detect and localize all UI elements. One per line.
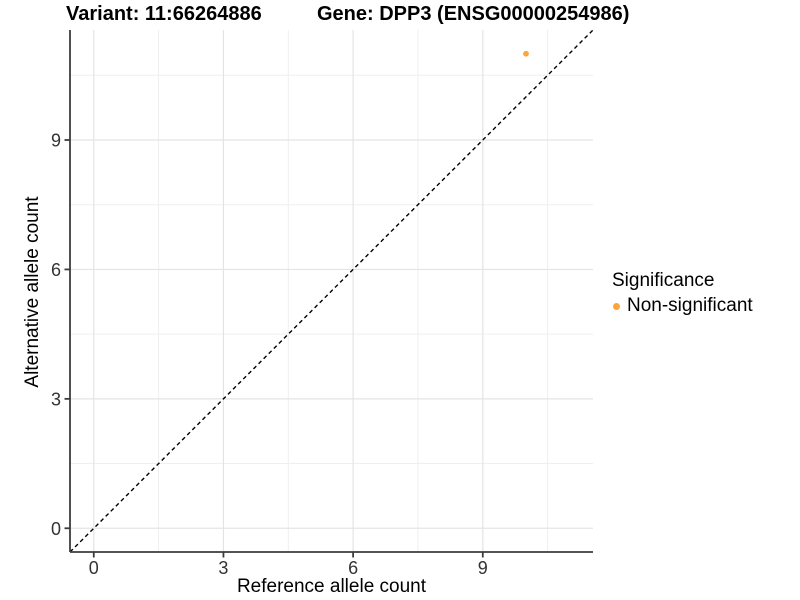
- x-tick-label: 9: [478, 558, 488, 578]
- x-tick-label: 6: [348, 558, 358, 578]
- plot-title-variant: Variant: 11:66264886: [66, 3, 262, 25]
- y-tick-label: 6: [51, 260, 61, 280]
- y-tick-label: 9: [51, 131, 61, 151]
- legend-item-label: Non-significant: [627, 295, 753, 316]
- legend-title: Significance: [612, 270, 715, 291]
- legend: Significance Non-significant: [610, 270, 753, 317]
- legend-point-icon: [613, 302, 620, 310]
- legend-item: Non-significant: [610, 295, 753, 317]
- data-point: [523, 50, 529, 57]
- x-tick-label: 3: [218, 558, 228, 578]
- plot-title-gene: Gene: DPP3 (ENSG00000254986): [317, 3, 630, 25]
- x-tick-label: 0: [89, 558, 99, 578]
- y-axis-title: Alternative allele count: [22, 196, 43, 388]
- identity-line: [69, 29, 594, 553]
- x-axis-title: Reference allele count: [236, 576, 427, 597]
- y-tick-label: 0: [51, 519, 61, 539]
- y-tick-label: 3: [51, 389, 61, 409]
